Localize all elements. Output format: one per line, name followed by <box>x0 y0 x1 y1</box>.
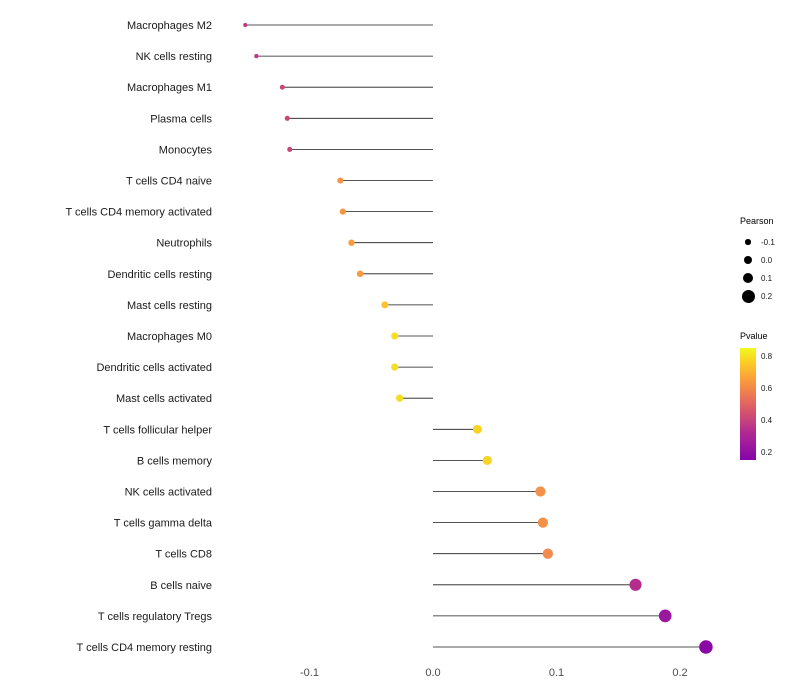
pvalue-gradient-wrap: 0.8 0.6 0.4 0.2 <box>740 348 798 464</box>
size-legend-label: 0.2 <box>761 291 773 301</box>
x-tick-label: 0.1 <box>549 667 564 679</box>
category-label: Neutrophils <box>156 238 212 250</box>
category-label: Dendritic cells activated <box>96 362 212 374</box>
data-point <box>356 270 364 278</box>
size-legend-label: -0.1 <box>761 237 775 247</box>
data-point <box>339 208 346 215</box>
category-label: T cells CD4 memory activated <box>65 207 212 219</box>
category-label: B cells memory <box>137 455 213 467</box>
category-label: NK cells activated <box>125 487 212 499</box>
size-legend-dot <box>744 256 752 264</box>
category-label: T cells regulatory Tregs <box>98 611 213 623</box>
data-point <box>381 301 389 309</box>
data-point <box>473 424 482 434</box>
data-point <box>699 640 713 654</box>
pvalue-tick-label: 0.4 <box>761 416 773 425</box>
pvalue-tick-label: 0.6 <box>761 384 773 393</box>
color-legend: Pvalue 0.8 0.6 0.4 0.2 <box>740 331 798 464</box>
x-tick-label: -0.1 <box>300 667 319 679</box>
category-label: T cells CD8 <box>155 549 212 561</box>
category-label: B cells naive <box>150 580 212 592</box>
size-legend-items: -0.1 0.0 0.1 0.2 <box>740 233 798 305</box>
size-legend-dot <box>745 239 751 245</box>
x-tick-label: 0.2 <box>672 667 687 679</box>
legend-panel: Pearson -0.1 0.0 0.1 0.2 Pvalue 0.8 0.6 0.4 0.… <box>740 216 798 464</box>
category-label: T cells CD4 naive <box>126 176 212 188</box>
data-point <box>658 609 672 623</box>
data-point <box>279 84 285 90</box>
size-legend-item: 0.2 <box>740 287 798 305</box>
size-legend: Pearson -0.1 0.0 0.1 0.2 <box>740 216 798 305</box>
pvalue-tick-label: 0.8 <box>761 352 773 361</box>
category-label: Mast cells activated <box>116 393 212 405</box>
data-point <box>348 239 355 246</box>
data-point <box>391 363 399 371</box>
category-label: Macrophages M1 <box>127 82 212 94</box>
size-legend-label: 0.0 <box>761 255 773 265</box>
data-point <box>537 517 549 528</box>
category-label: T cells follicular helper <box>103 424 212 436</box>
data-point <box>482 455 492 465</box>
data-point <box>284 115 290 121</box>
data-point <box>629 578 642 591</box>
category-label: Macrophages M0 <box>127 331 212 343</box>
category-label: Macrophages M2 <box>127 20 212 32</box>
data-point <box>535 486 546 497</box>
category-label: Monocytes <box>159 144 213 156</box>
size-legend-item: 0.0 <box>740 251 798 269</box>
data-point <box>254 53 259 59</box>
category-label: T cells gamma delta <box>114 518 213 530</box>
size-legend-dot <box>742 272 754 284</box>
size-legend-item: -0.1 <box>740 233 798 251</box>
category-label: NK cells resting <box>136 51 212 63</box>
color-legend-title: Pvalue <box>740 331 768 341</box>
category-label: Plasma cells <box>150 113 212 125</box>
data-point <box>243 22 248 28</box>
category-label: Dendritic cells resting <box>107 269 212 281</box>
pvalue-tick-label: 0.2 <box>761 448 773 457</box>
data-point <box>287 146 293 152</box>
size-legend-item: 0.1 <box>740 269 798 287</box>
pvalue-gradient-bar <box>740 348 756 460</box>
category-label: Mast cells resting <box>127 300 212 312</box>
category-label: T cells CD4 memory resting <box>77 642 213 654</box>
data-point <box>337 177 344 184</box>
size-legend-title: Pearson <box>740 216 774 226</box>
data-point <box>395 394 404 402</box>
x-tick-label: 0.0 <box>425 667 440 679</box>
data-point <box>542 548 554 559</box>
size-legend-dot <box>741 289 755 303</box>
size-legend-label: 0.1 <box>761 273 773 283</box>
data-point <box>391 332 399 340</box>
